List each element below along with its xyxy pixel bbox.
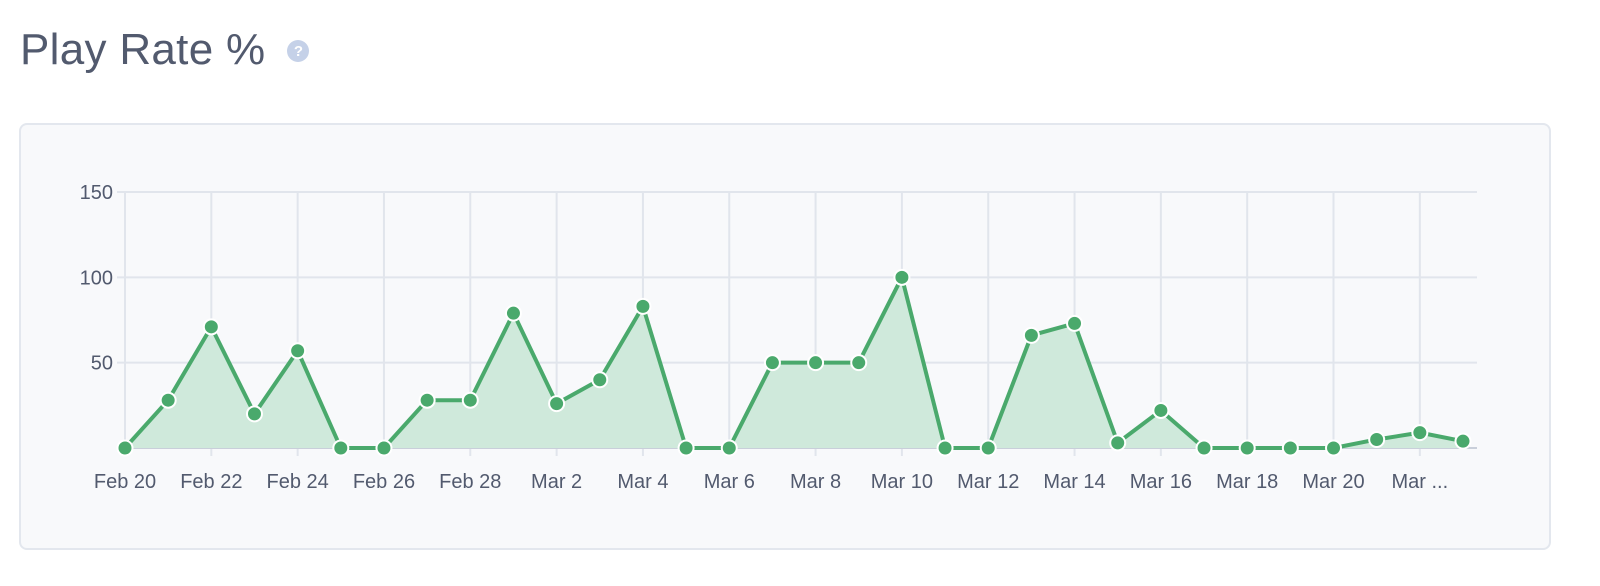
y-tick-label: 50 — [91, 353, 113, 375]
data-point[interactable] — [1109, 434, 1127, 452]
x-tick-label: Mar 18 — [1216, 471, 1278, 493]
data-point[interactable] — [807, 354, 825, 372]
data-point[interactable] — [548, 395, 566, 413]
chart-card: 50 100 150 Feb 20 Feb 22 Feb 24 Feb 26 Feb 28 M… — [19, 123, 1551, 550]
data-point[interactable] — [202, 318, 220, 336]
chart-header: Play Rate % ? — [20, 22, 310, 78]
y-tick-label: 100 — [80, 267, 113, 289]
data-point[interactable] — [1195, 439, 1213, 457]
series-area — [125, 277, 1463, 448]
data-point[interactable] — [850, 354, 868, 372]
data-point[interactable] — [1368, 430, 1386, 448]
data-point[interactable] — [1325, 439, 1343, 457]
x-tick-label: Feb 22 — [180, 471, 242, 493]
help-icon[interactable]: ? — [287, 40, 310, 62]
data-point[interactable] — [634, 297, 652, 315]
x-tick-label: Mar 14 — [1043, 471, 1105, 493]
x-tick-label: Feb 28 — [439, 471, 501, 493]
data-point[interactable] — [289, 342, 307, 360]
data-point[interactable] — [1066, 314, 1084, 332]
data-point[interactable] — [893, 268, 911, 286]
data-point[interactable] — [1454, 432, 1472, 450]
data-point[interactable] — [418, 391, 436, 409]
data-point[interactable] — [332, 439, 350, 457]
data-point[interactable] — [461, 391, 479, 409]
data-point[interactable] — [677, 439, 695, 457]
x-tick-label: Mar 8 — [790, 471, 841, 493]
x-tick-label: Mar 4 — [617, 471, 668, 493]
data-point[interactable] — [1152, 401, 1170, 419]
data-point[interactable] — [763, 354, 781, 372]
x-tick-label: Mar 2 — [531, 471, 582, 493]
data-point[interactable] — [504, 304, 522, 322]
page-title: Play Rate % — [20, 25, 266, 74]
data-point[interactable] — [375, 439, 393, 457]
y-axis: 50 100 150 — [80, 182, 113, 375]
x-tick-label: Mar 12 — [957, 471, 1019, 493]
data-point[interactable] — [1411, 424, 1429, 442]
x-tick-label: Mar 10 — [871, 471, 933, 493]
data-point[interactable] — [1281, 439, 1299, 457]
data-point[interactable] — [116, 439, 134, 457]
data-point[interactable] — [245, 405, 263, 423]
x-tick-label: Mar ... — [1392, 471, 1449, 493]
data-point[interactable] — [1238, 439, 1256, 457]
x-axis: Feb 20 Feb 22 Feb 24 Feb 26 Feb 28 Mar 2 Mar 4… — [94, 471, 1448, 493]
y-tick-label: 150 — [80, 182, 113, 204]
x-tick-label: Mar 16 — [1130, 471, 1192, 493]
data-point[interactable] — [979, 439, 997, 457]
data-point[interactable] — [1022, 326, 1040, 344]
data-point[interactable] — [591, 371, 609, 389]
x-tick-label: Mar 20 — [1302, 471, 1364, 493]
x-tick-label: Mar 6 — [704, 471, 755, 493]
data-point[interactable] — [720, 439, 738, 457]
x-tick-label: Feb 20 — [94, 471, 156, 493]
data-point[interactable] — [936, 439, 954, 457]
series-play-rate — [116, 268, 1472, 457]
data-point[interactable] — [159, 391, 177, 409]
x-tick-label: Feb 26 — [353, 471, 415, 493]
play-rate-chart: 50 100 150 Feb 20 Feb 22 Feb 24 Feb 26 Feb 28 M… — [80, 182, 1477, 493]
x-tick-label: Feb 24 — [267, 471, 329, 493]
